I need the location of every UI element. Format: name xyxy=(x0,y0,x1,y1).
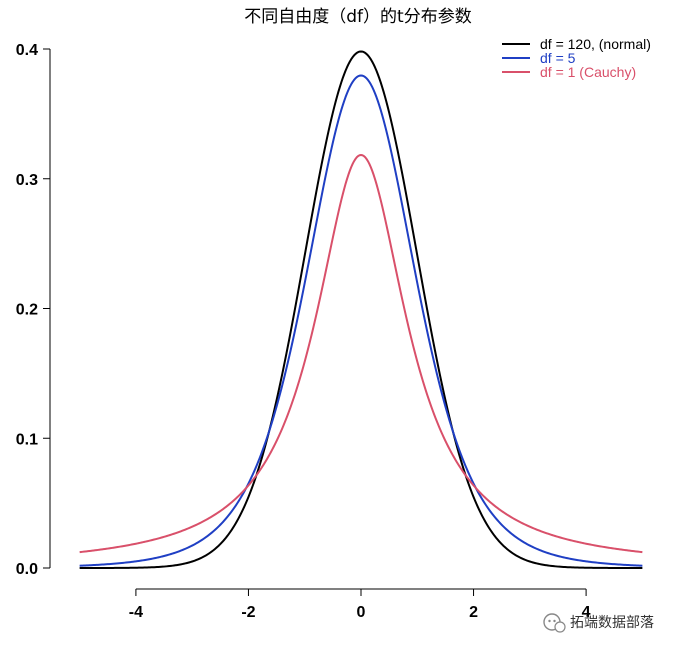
x-axis: -4 -2 0 2 4 xyxy=(129,588,591,621)
watermark: 拓端数据部落 xyxy=(543,613,654,633)
plot-area xyxy=(79,50,643,569)
y-tick-label: 0.4 xyxy=(16,42,38,59)
watermark-text: 拓端数据部落 xyxy=(570,615,654,631)
legend-label: df = 1 (Cauchy) xyxy=(540,64,636,80)
y-axis: 0.0 0.1 0.2 0.3 0.4 xyxy=(16,42,51,578)
x-tick-label: -2 xyxy=(241,604,255,621)
legend: df = 120, (normal)df = 5df = 1 (Cauchy) xyxy=(502,36,651,80)
y-tick-label: 0.3 xyxy=(16,172,38,189)
legend-label: df = 5 xyxy=(540,50,576,66)
chart-title: 不同自由度（df）的t分布参数 xyxy=(244,7,471,27)
series-line xyxy=(79,50,643,569)
x-tick-label: 2 xyxy=(469,604,478,621)
series-line xyxy=(79,153,643,554)
y-tick-label: 0.1 xyxy=(16,431,38,448)
x-tick-label: -4 xyxy=(129,604,143,621)
y-tick-label: 0.2 xyxy=(16,302,38,319)
legend-label: df = 120, (normal) xyxy=(540,36,651,52)
series-line xyxy=(79,74,643,567)
wechat-official-account-icon xyxy=(543,613,566,633)
x-tick-label: 0 xyxy=(357,604,366,621)
y-tick-label: 0.0 xyxy=(16,561,38,578)
x-tick-label: 4 xyxy=(582,604,591,621)
